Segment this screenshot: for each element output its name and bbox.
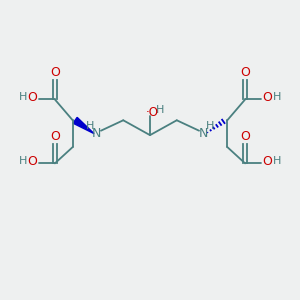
Polygon shape — [73, 117, 94, 134]
Text: H: H — [19, 156, 27, 166]
Text: H: H — [156, 105, 165, 115]
Text: O: O — [240, 66, 250, 79]
Text: O: O — [262, 155, 272, 168]
Text: O: O — [262, 91, 272, 104]
Text: H: H — [273, 156, 281, 166]
Text: O: O — [50, 130, 60, 143]
Text: N: N — [199, 127, 208, 140]
Text: H: H — [206, 121, 214, 131]
Text: O: O — [50, 66, 60, 79]
Text: H: H — [86, 121, 94, 131]
Text: O: O — [28, 155, 38, 168]
Text: H: H — [19, 92, 27, 102]
Text: O: O — [28, 91, 38, 104]
Text: H: H — [273, 92, 281, 102]
Text: ·O: ·O — [146, 106, 159, 119]
Text: N: N — [92, 127, 101, 140]
Text: O: O — [240, 130, 250, 143]
